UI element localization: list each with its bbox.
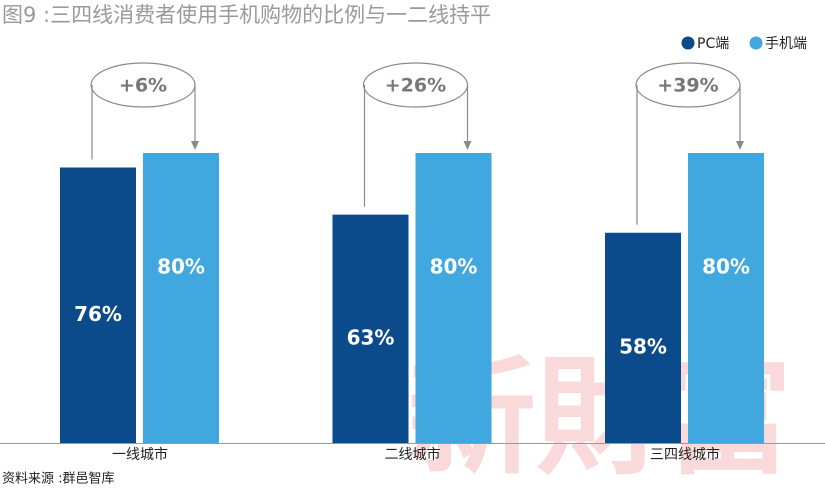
legend-label: PC端 — [697, 36, 729, 52]
bar — [688, 153, 764, 443]
annotation-label: +6% — [119, 75, 167, 97]
annotation-arrowhead — [463, 141, 472, 150]
bar — [143, 153, 219, 443]
bar — [415, 153, 492, 443]
annotation-label: +39% — [657, 75, 718, 97]
chart-title: 图9 :三四线消费者使用手机购物的比例与一二线持平 — [2, 3, 491, 27]
x-tick-label: 二线城市 — [385, 446, 441, 463]
x-tick-label: 三四线城市 — [650, 446, 720, 463]
value-label: 80% — [702, 255, 750, 279]
legend-swatch — [749, 36, 763, 50]
value-label: 80% — [157, 255, 205, 279]
legend-swatch — [681, 36, 695, 50]
legend-label: 手机端 — [765, 36, 807, 52]
source-note: 资料来源 :群邑智库 — [2, 471, 115, 487]
value-label: 80% — [430, 255, 478, 279]
annotation-connector — [636, 85, 741, 225]
annotation-arrowhead — [736, 141, 744, 150]
value-label: 76% — [74, 302, 122, 326]
annotation-connector — [363, 85, 469, 207]
bar — [60, 167, 136, 443]
annotation-connector — [91, 85, 196, 160]
value-label: 58% — [619, 334, 667, 358]
bar — [332, 214, 409, 443]
bar — [605, 232, 681, 443]
x-tick-label: 一线城市 — [112, 446, 168, 463]
annotation-label: +26% — [385, 75, 446, 97]
value-label: 63% — [347, 325, 395, 349]
annotation-arrowhead — [191, 141, 199, 150]
